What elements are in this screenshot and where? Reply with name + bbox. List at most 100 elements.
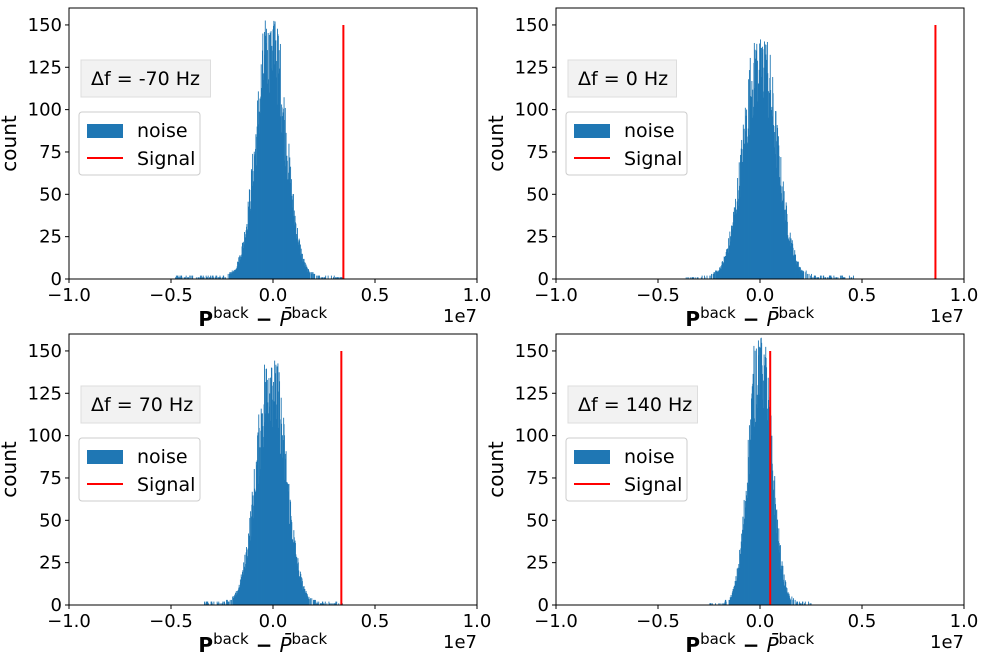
histogram-bar	[192, 275, 194, 279]
histogram-bar	[811, 277, 813, 279]
histogram-bar	[839, 275, 841, 279]
histogram-bar	[229, 599, 231, 605]
annotation-prefix: Δf =	[91, 68, 139, 90]
histogram-bar	[211, 601, 213, 605]
histogram-bar	[830, 275, 832, 279]
histogram-bar	[319, 277, 321, 279]
histogram-bar	[323, 603, 325, 605]
histogram-bar	[197, 277, 199, 279]
x-tick-label: 1.0	[950, 611, 979, 632]
histogram-bar	[207, 601, 209, 605]
y-tick-label: 50	[526, 184, 549, 205]
y-tick-label: 75	[39, 468, 62, 489]
annotation-prefix: Δf =	[578, 68, 626, 90]
histogram-bar	[181, 275, 183, 279]
histogram-bar	[181, 277, 183, 279]
histogram-bar	[206, 601, 207, 605]
histogram-bar	[334, 603, 336, 605]
histogram-bar	[320, 603, 322, 605]
histogram-bar	[308, 599, 310, 605]
x-axis-label-bar-sup: back	[292, 304, 328, 322]
histogram-bar	[341, 277, 343, 279]
histogram-bar	[200, 277, 202, 279]
histogram-bar	[833, 275, 835, 279]
histogram-bar	[837, 277, 839, 279]
histogram-bar	[827, 277, 829, 279]
histogram-bar	[836, 277, 838, 279]
histogram-bar	[205, 275, 207, 279]
x-axis-label-main: P	[685, 307, 700, 331]
histogram-bar	[700, 277, 702, 279]
histogram-bar	[217, 277, 219, 279]
histogram-bar	[826, 277, 828, 279]
histogram-bar	[843, 277, 845, 279]
histogram-bar	[791, 596, 793, 605]
histogram-bar	[330, 603, 332, 605]
histogram-bar	[335, 277, 336, 279]
histogram-bar	[331, 603, 333, 605]
annotation-value: -70 Hz	[139, 68, 200, 90]
y-axis-label: count	[0, 441, 21, 498]
histogram-bar	[725, 601, 727, 605]
histogram-bar	[225, 277, 227, 279]
histogram-bar	[805, 270, 807, 279]
y-tick-label: 50	[39, 510, 62, 531]
legend-noise-label: noise	[137, 446, 188, 468]
y-tick-label: 150	[515, 341, 549, 362]
legend-signal-label: Signal	[624, 474, 682, 496]
histogram-bar	[799, 603, 801, 605]
histogram-bar	[341, 603, 343, 605]
annotation-text: Δf = 0 Hz	[578, 68, 668, 90]
y-tick-label: 75	[39, 142, 62, 163]
histogram-bar	[199, 275, 201, 279]
x-tick-label: 0.5	[848, 611, 877, 632]
y-tick-label: 0	[538, 595, 549, 616]
histogram-bar	[704, 277, 706, 279]
y-tick-label: 50	[526, 510, 549, 531]
histogram-bar	[314, 599, 316, 605]
histogram-bar	[687, 277, 689, 279]
y-axis-label: count	[0, 115, 21, 172]
y-tick-label: 150	[28, 341, 62, 362]
histogram-bar	[315, 599, 316, 605]
histogram-bar	[230, 599, 232, 605]
histogram-bar	[797, 601, 799, 605]
histogram-bar	[718, 603, 720, 605]
histogram-bar	[831, 277, 833, 279]
histogram-bar	[218, 603, 220, 605]
histogram-bar	[317, 275, 319, 279]
histogram-bar	[208, 603, 210, 605]
histogram-bar	[834, 277, 836, 279]
histogram-bar	[185, 275, 187, 279]
histogram-bar	[851, 277, 853, 279]
legend-noise-label: noise	[624, 446, 675, 468]
histogram-bar	[715, 603, 717, 605]
histogram-bar	[175, 277, 176, 279]
x-tick-label: 0.0	[259, 285, 288, 306]
x-axis-label-sup: back	[213, 630, 249, 648]
histogram-bar	[179, 277, 181, 279]
histogram-bar	[808, 603, 810, 605]
x-offset-label: 1e7	[930, 306, 964, 327]
histogram-bar	[814, 275, 816, 279]
x-tick-label: −0.5	[636, 285, 680, 306]
annotation-box	[80, 59, 211, 98]
histogram-bar	[315, 603, 317, 605]
histogram-bar	[327, 275, 329, 279]
histogram-bar	[329, 603, 331, 605]
histogram-bar	[693, 277, 694, 279]
annotation-value: 140 Hz	[626, 394, 693, 416]
histogram-bar	[184, 277, 186, 279]
histogram-bar	[810, 603, 812, 605]
histogram-bar	[218, 601, 220, 605]
histogram-bar	[201, 275, 203, 279]
histogram-bar	[224, 601, 225, 605]
histogram-bar	[321, 277, 323, 279]
histogram-bar	[722, 603, 724, 605]
histogram-bar	[216, 275, 218, 279]
histogram-bar	[318, 275, 320, 279]
histogram-bar	[177, 275, 179, 279]
histogram-bar	[224, 277, 226, 279]
x-tick-label: 0.5	[361, 611, 390, 632]
